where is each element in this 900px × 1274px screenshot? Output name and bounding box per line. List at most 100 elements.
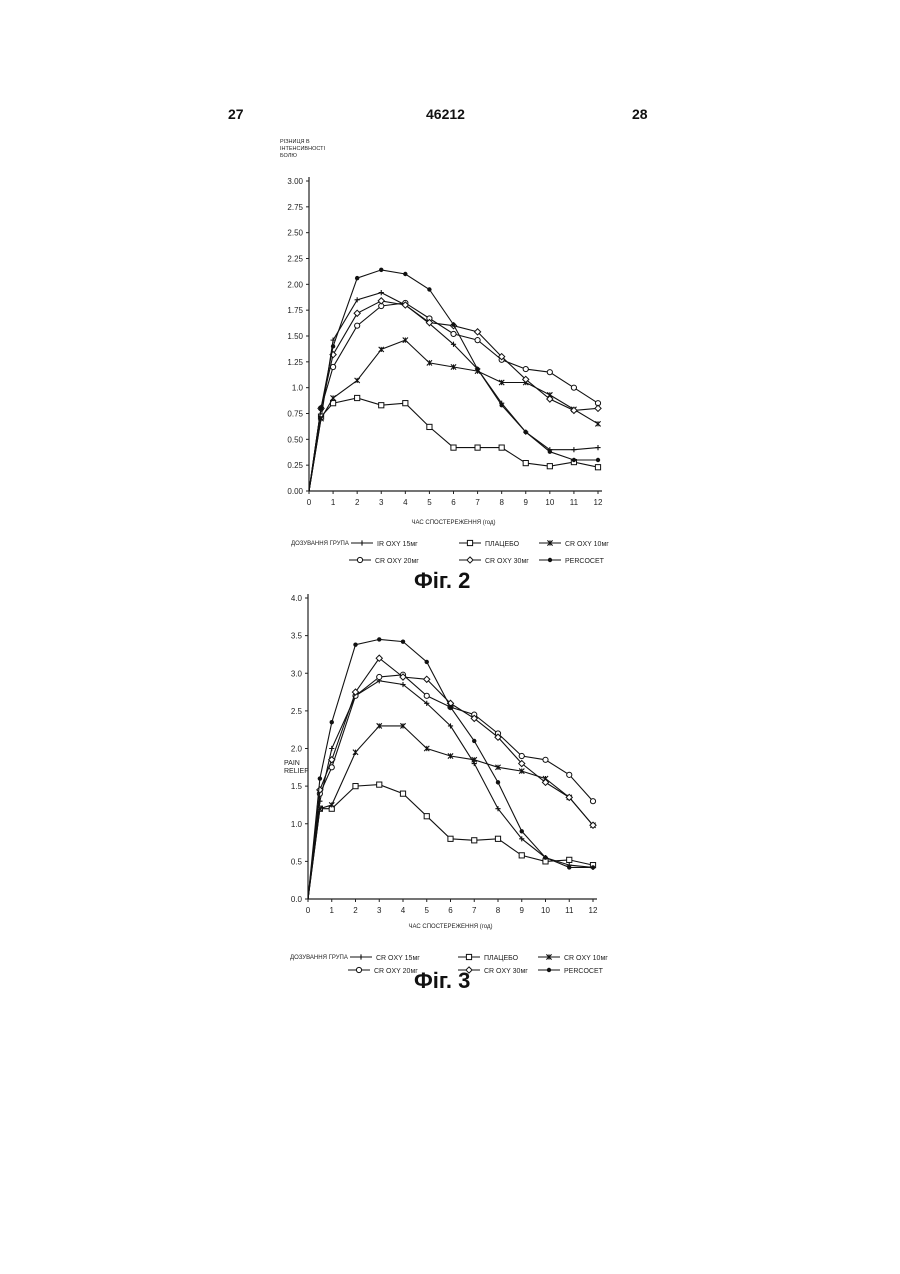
x-tick-label: 0 [306, 906, 311, 915]
data-point [353, 784, 358, 789]
data-point [523, 461, 528, 466]
data-point [353, 750, 358, 755]
data-point [355, 378, 360, 383]
legend-title: ДОЗУВАННЯ ГРУПА [290, 955, 348, 961]
data-point [451, 445, 456, 450]
legend-item: IR OXY 15мг [351, 540, 418, 548]
data-point [548, 450, 552, 454]
data-point [379, 268, 383, 272]
x-tick-label: 0 [307, 498, 312, 507]
data-point [572, 458, 576, 462]
legend-swatch-marker [356, 967, 361, 972]
data-point [355, 395, 360, 400]
legend-label: PERCOCET [564, 968, 604, 975]
legend-title: ДОЗУВАННЯ ГРУПА [291, 541, 349, 547]
chart-2: 3.002.752.502.252.001.751.501.251.00.750… [280, 139, 609, 565]
y-axis-label: ІНТЕНСИВНОСТІ [280, 146, 325, 152]
series-line [308, 726, 593, 899]
y-tick-label: 2.75 [287, 203, 303, 212]
y-tick-label: 3.00 [287, 177, 303, 186]
x-tick-label: 8 [499, 498, 504, 507]
data-point [547, 464, 552, 469]
data-point [524, 430, 528, 434]
series-line [309, 340, 598, 491]
x-tick-label: 10 [545, 498, 554, 507]
x-tick-label: 12 [594, 498, 603, 507]
data-point [496, 780, 500, 784]
y-tick-label: 1.25 [287, 358, 303, 367]
legend-item: ПЛАЦЕБО [459, 540, 520, 548]
series-line [309, 398, 598, 491]
data-point [451, 322, 455, 326]
x-tick-label: 4 [401, 906, 406, 915]
x-tick-label: 5 [427, 498, 432, 507]
data-point [424, 693, 429, 698]
legend-label: CR OXY 20мг [374, 968, 418, 975]
x-tick-label: 7 [475, 498, 480, 507]
data-point [523, 366, 528, 371]
y-tick-label: 3.5 [291, 632, 303, 641]
data-point [543, 757, 548, 762]
data-point [330, 395, 335, 400]
legend-item: ПЛАЦЕБО [458, 954, 519, 962]
data-point [425, 660, 429, 664]
legend-label: CR OXY 30мг [484, 968, 528, 975]
data-point [547, 370, 552, 375]
data-point [499, 445, 504, 450]
legend-label: CR OXY 10мг [565, 541, 609, 548]
data-point [424, 814, 429, 819]
legend-swatch-marker [357, 557, 362, 562]
legend-label: IR OXY 15мг [377, 541, 418, 548]
legend-item: CR OXY 15мг [350, 954, 420, 962]
data-point [472, 739, 476, 743]
data-point [377, 782, 382, 787]
y-tick-label: 0.50 [287, 435, 303, 444]
y-tick-label: 0.0 [291, 895, 303, 904]
y-tick-label: 2.5 [291, 707, 303, 716]
x-tick-label: 1 [331, 498, 336, 507]
data-point [451, 331, 456, 336]
figure-3-caption: Фіг. 3 [414, 968, 470, 994]
legend-label: PERCOCET [565, 558, 605, 565]
data-point [353, 642, 357, 646]
data-point [427, 287, 431, 291]
legend-swatch-marker [358, 954, 363, 959]
x-tick-label: 6 [451, 498, 456, 507]
series-circle [309, 300, 601, 491]
data-point [377, 674, 382, 679]
y-axis-label: PAIN [284, 760, 300, 767]
data-point [596, 458, 600, 462]
data-point [519, 853, 524, 858]
y-tick-label: 0.75 [287, 410, 303, 419]
y-tick-label: 0.25 [287, 461, 303, 470]
series-dot [309, 268, 600, 491]
x-tick-label: 12 [589, 906, 598, 915]
x-tick-label: 11 [565, 906, 574, 915]
y-tick-label: 1.0 [292, 384, 304, 393]
x-tick-label: 11 [570, 498, 579, 507]
legend-label: ПЛАЦЕБО [485, 541, 520, 548]
legend-item: CR OXY 20мг [349, 557, 419, 565]
data-point [354, 310, 360, 316]
series-line [308, 658, 593, 899]
data-point [567, 865, 571, 869]
data-point [448, 836, 453, 841]
legend: ДОЗУВАННЯ ГРУПА IR OXY 15мг ПЛАЦЕБО CR OXY … [291, 540, 609, 565]
data-point [329, 746, 334, 751]
legend-swatch-marker [467, 540, 472, 545]
legend-item: CR OXY 10мг [538, 954, 608, 962]
data-point [472, 838, 477, 843]
data-point [567, 857, 572, 862]
data-point [571, 447, 576, 452]
y-axis-label: БОЛЮ [280, 153, 297, 159]
figure-2-caption: Фіг. 2 [414, 568, 470, 594]
y-axis-label: RELIEF [284, 768, 309, 775]
x-tick-label: 10 [541, 906, 550, 915]
data-point [401, 639, 405, 643]
data-point [355, 276, 359, 280]
data-point [475, 338, 480, 343]
data-point [330, 720, 334, 724]
data-point [495, 836, 500, 841]
data-point [543, 855, 547, 859]
